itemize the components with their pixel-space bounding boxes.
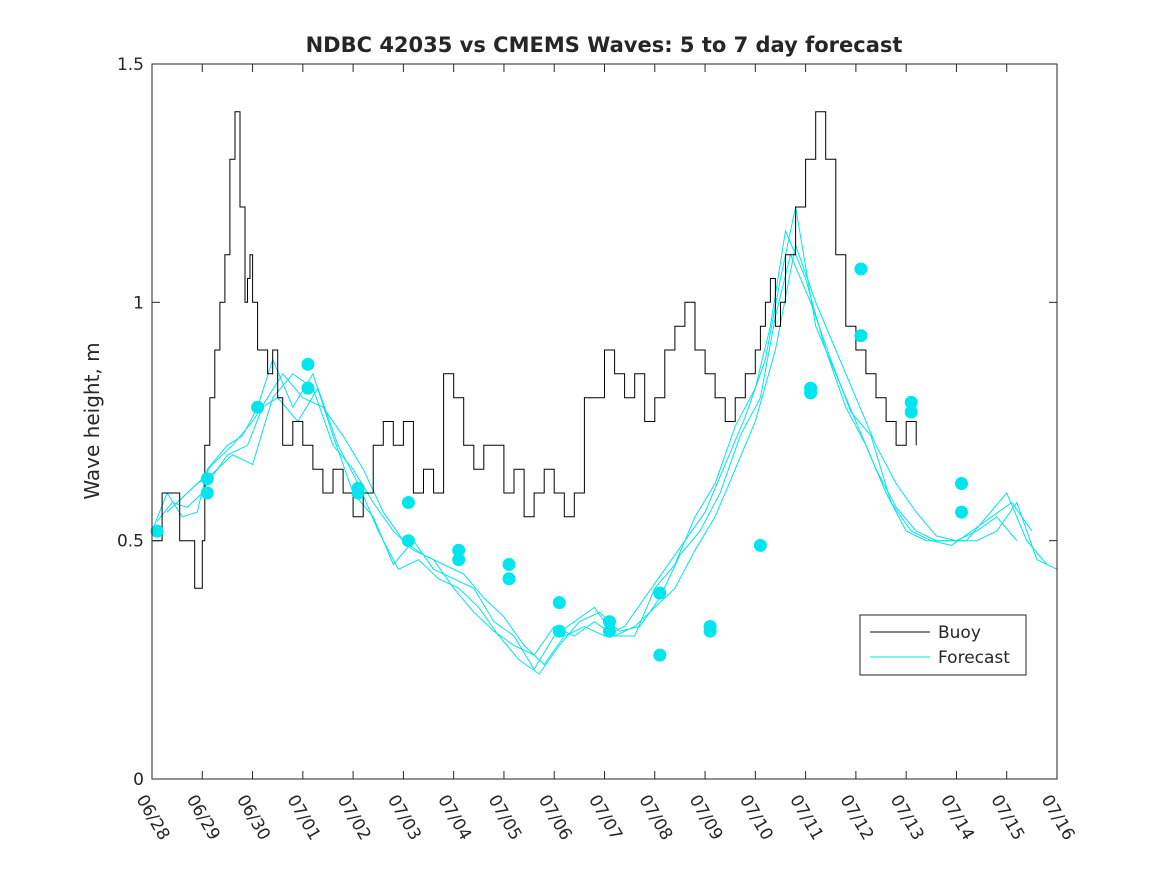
y-tick-label: 0 — [133, 770, 144, 790]
plot-area — [150, 111, 1058, 675]
forecast-marker-16 — [552, 624, 566, 638]
forecast-marker-12 — [452, 553, 466, 567]
forecast-marker-15 — [552, 596, 566, 610]
forecast-marker-10 — [401, 534, 415, 548]
forecast-marker-20 — [653, 648, 667, 662]
legend-label-buoy: Buoy — [938, 623, 981, 643]
forecast-line-1 — [151, 228, 1048, 671]
forecast-marker-8 — [351, 486, 365, 500]
forecast-marker-25 — [804, 386, 818, 400]
buoy-line — [152, 111, 917, 589]
forecast-line-4 — [176, 243, 1058, 656]
forecast-line-2 — [156, 253, 1033, 675]
forecast-marker-17 — [603, 615, 616, 629]
legend: Buoy Forecast — [859, 614, 1027, 676]
forecast-marker-31 — [955, 505, 968, 519]
forecast-marker-13 — [502, 558, 516, 571]
legend-label-forecast: Forecast — [938, 648, 1010, 668]
forecast-marker-5 — [301, 357, 315, 371]
legend-box — [859, 614, 1027, 676]
forecast-marker-6 — [301, 381, 315, 395]
forecast-marker-29 — [904, 405, 918, 419]
forecast-marker-2 — [200, 472, 214, 486]
forecast-marker-1 — [150, 524, 164, 538]
forecast-marker-26 — [854, 262, 868, 276]
y-tick-label: 1.5 — [117, 55, 144, 75]
chart-title: NDBC 42035 vs CMEMS Waves: 5 to 7 day fo… — [306, 33, 903, 57]
forecast-marker-27 — [854, 329, 868, 343]
forecast-marker-9 — [401, 496, 415, 509]
forecast-marker-22 — [703, 624, 717, 638]
forecast-line-3 — [166, 206, 1018, 666]
forecast-marker-14 — [502, 572, 516, 586]
forecast-marker-18 — [603, 624, 616, 638]
forecast-marker-11 — [452, 543, 466, 557]
forecast-marker-19 — [653, 586, 667, 600]
forecast-marker-23 — [753, 538, 767, 552]
y-tick-label: 1 — [133, 293, 144, 313]
y-tick-label: 0.5 — [117, 532, 144, 552]
forecast-marker-28 — [904, 395, 918, 409]
y-axis-label: Wave height, m — [80, 342, 104, 499]
forecast-marker-30 — [955, 477, 968, 490]
forecast-marker-3 — [200, 486, 214, 500]
forecast-marker-4 — [251, 400, 265, 414]
